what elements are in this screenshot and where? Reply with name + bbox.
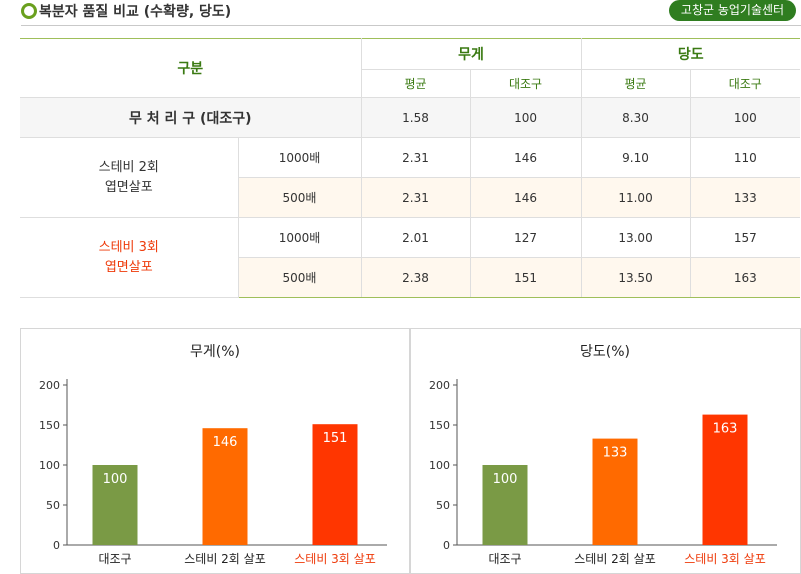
cell: 110 xyxy=(690,137,801,178)
bar xyxy=(592,438,638,545)
subheader-sugar-avg: 평균 xyxy=(581,69,691,98)
bar-value-label: 100 xyxy=(493,472,518,487)
group-label-line: 엽면살포 xyxy=(104,179,153,195)
subheader-weight-ctrl: 대조구 xyxy=(470,69,582,98)
cell: 2.01 xyxy=(361,217,471,258)
cell: 2.31 xyxy=(361,177,471,218)
cell: 1.58 xyxy=(361,97,471,138)
cell: 146 xyxy=(470,177,582,218)
group-label-line: 스테비 3회 xyxy=(98,239,159,255)
bar xyxy=(312,424,358,545)
cell: 13.00 xyxy=(581,217,691,258)
circle-bullet-icon xyxy=(21,3,37,19)
x-tick-label: 스테비 3회 살포 xyxy=(684,552,766,566)
weight-chart: 무게(%) 0 50 100 150 200 100 대조구 146 스테비 2회 살포 151 스테… xyxy=(39,344,387,566)
group-label-2x: 스테비 2회 엽면살포 xyxy=(20,137,239,218)
header-category: 구분 xyxy=(20,38,362,98)
cell: 127 xyxy=(470,217,582,258)
cell: 100 xyxy=(470,97,582,138)
group-label-line: 스테비 2회 xyxy=(98,159,159,175)
section-header: 복분자 품질 비교 (수확량, 당도) xyxy=(0,0,801,26)
comparison-table: 구분 무게 당도 평균 대조구 평균 대조구 무 처 리 구 (대조구) 1.5… xyxy=(20,38,801,298)
group-label-3x: 스테비 3회 엽면살포 xyxy=(20,217,239,298)
x-tick-label: 스테비 2회 살포 xyxy=(184,552,266,566)
subheader-sugar-ctrl: 대조구 xyxy=(690,69,801,98)
cell: 157 xyxy=(690,217,801,258)
dose-cell: 1000배 xyxy=(238,137,362,178)
cell: 163 xyxy=(690,257,801,298)
y-tick-label: 0 xyxy=(443,539,450,552)
bar xyxy=(702,414,748,545)
cell: 8.30 xyxy=(581,97,691,138)
table-row: 500배 2.38 151 13.50 163 xyxy=(20,257,801,298)
bar-value-label: 133 xyxy=(603,446,628,461)
header-weight: 무게 xyxy=(361,38,582,70)
cell: 13.50 xyxy=(581,257,691,298)
sugar-chart-panel: 당도(%) 0 50 100 150 200 100 대조구 133 스테비 2회 살포 163 스테… xyxy=(410,328,801,574)
y-tick-label: 100 xyxy=(429,459,450,472)
subheader-weight-avg: 평균 xyxy=(361,69,471,98)
bar-value-label: 151 xyxy=(323,431,348,446)
cell: 2.31 xyxy=(361,137,471,178)
bar xyxy=(202,428,248,545)
weight-chart-panel: 무게(%) 0 50 100 150 200 100 대조구 146 스테비 2회 살포 151 스테… xyxy=(20,328,410,574)
cell: 133 xyxy=(690,177,801,218)
header-divider xyxy=(21,25,801,26)
cell: 146 xyxy=(470,137,582,178)
y-tick-label: 150 xyxy=(39,419,60,432)
y-tick-label: 200 xyxy=(39,379,60,392)
x-tick-label: 대조구 xyxy=(98,552,131,566)
bar-value-label: 146 xyxy=(213,435,238,450)
group-label-line: 엽면살포 xyxy=(104,259,153,275)
cell: 9.10 xyxy=(581,137,691,178)
y-tick-label: 0 xyxy=(53,539,60,552)
sugar-chart: 당도(%) 0 50 100 150 200 100 대조구 133 스테비 2회 살포 163 스테… xyxy=(429,344,777,566)
table-row: 500배 2.31 146 11.00 133 xyxy=(20,177,801,218)
chart-title: 당도(%) xyxy=(580,344,630,360)
y-tick-label: 100 xyxy=(39,459,60,472)
x-tick-label: 스테비 3회 살포 xyxy=(294,552,376,566)
table-row: 스테비 2회 엽면살포 1000배 2.31 146 9.10 110 xyxy=(20,137,801,218)
cell: 2.38 xyxy=(361,257,471,298)
cell: 100 xyxy=(690,97,801,138)
dose-cell: 1000배 xyxy=(238,217,362,258)
x-tick-label: 대조구 xyxy=(488,552,521,566)
table-row: 스테비 3회 엽면살포 1000배 2.01 127 13.00 157 xyxy=(20,217,801,298)
y-tick-label: 50 xyxy=(46,499,60,512)
source-badge: 고창군 농업기술센터 xyxy=(669,0,796,21)
row-label-control: 무 처 리 구 (대조구) xyxy=(20,97,362,138)
bar xyxy=(92,465,138,545)
dose-cell: 500배 xyxy=(238,177,362,218)
bar-value-label: 163 xyxy=(713,422,738,437)
bar xyxy=(482,465,528,545)
cell: 11.00 xyxy=(581,177,691,218)
header-sugar: 당도 xyxy=(581,38,801,70)
y-tick-label: 150 xyxy=(429,419,450,432)
section-title: 복분자 품질 비교 (수확량, 당도) xyxy=(39,4,232,20)
dose-cell: 500배 xyxy=(238,257,362,298)
y-tick-label: 50 xyxy=(436,499,450,512)
y-tick-label: 200 xyxy=(429,379,450,392)
x-tick-label: 스테비 2회 살포 xyxy=(574,552,656,566)
bar-value-label: 100 xyxy=(103,472,128,487)
chart-title: 무게(%) xyxy=(190,344,240,360)
cell: 151 xyxy=(470,257,582,298)
table-row: 무 처 리 구 (대조구) 1.58 100 8.30 100 xyxy=(20,97,801,138)
